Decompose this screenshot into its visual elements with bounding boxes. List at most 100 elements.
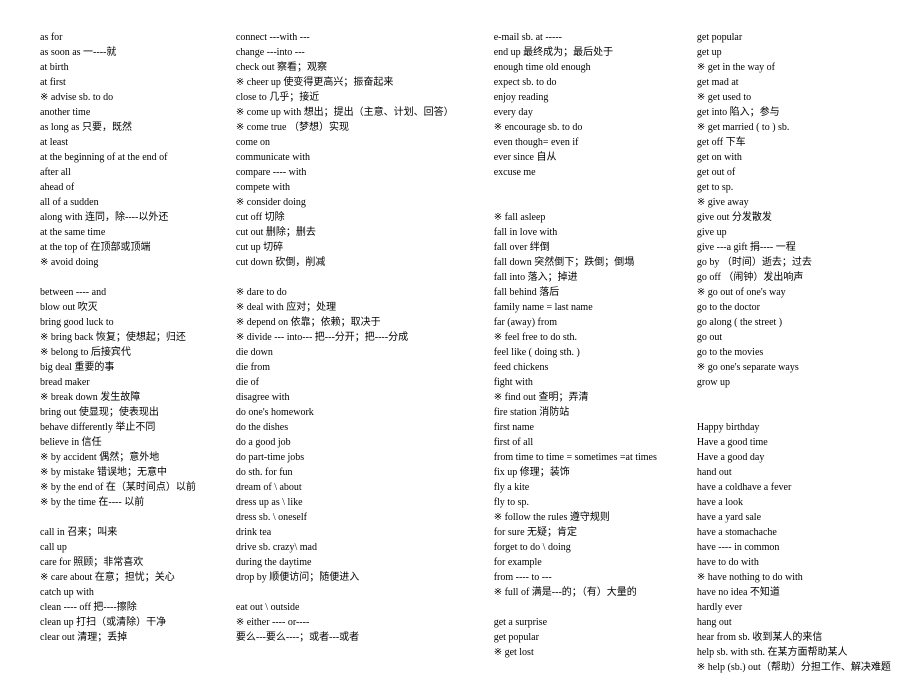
vocab-entry: bring good luck to: [40, 315, 196, 330]
vocab-entry: ※ get married ( to ) sb.: [697, 120, 891, 135]
vocab-entry: even though= even if: [494, 135, 657, 150]
vocab-entry: fall over 绊倒: [494, 240, 657, 255]
vocab-entry: feel like ( doing sth. ): [494, 345, 657, 360]
vocab-entry: enough time old enough: [494, 60, 657, 75]
vocab-entry: ※ avoid doing: [40, 255, 196, 270]
vocab-entry: at birth: [40, 60, 196, 75]
vocab-entry: clean up 打扫（或清除）干净: [40, 615, 196, 630]
vocab-entry: close to 几乎；接近: [236, 90, 454, 105]
vocab-entry: have to do with: [697, 555, 891, 570]
vocab-entry: another time: [40, 105, 196, 120]
vocab-entry: hand out: [697, 465, 891, 480]
vocab-entry: get popular: [494, 630, 657, 645]
vocab-entry: have a stomachache: [697, 525, 891, 540]
vocab-entry: ※ get in the way of: [697, 60, 891, 75]
vocab-entry: along with 连同，除----以外还: [40, 210, 196, 225]
vocab-entry: [494, 180, 657, 195]
vocab-entry: go along ( the street ): [697, 315, 891, 330]
vocab-entry: Have a good day: [697, 450, 891, 465]
vocab-entry: far (away) from: [494, 315, 657, 330]
vocab-entry: [697, 390, 891, 405]
vocab-entry: grow up: [697, 375, 891, 390]
vocab-entry: ※ follow the rules 遵守规则: [494, 510, 657, 525]
vocab-entry: [40, 510, 196, 525]
vocab-entry: compare ---- with: [236, 165, 454, 180]
vocab-entry: fly to sp.: [494, 495, 657, 510]
vocab-entry: get mad at: [697, 75, 891, 90]
vocab-entry: end up 最终成为；最后处于: [494, 45, 657, 60]
vocab-entry: fall in love with: [494, 225, 657, 240]
vocab-entry: ※ go out of one's way: [697, 285, 891, 300]
vocab-entry: get out of: [697, 165, 891, 180]
vocab-entry: get a surprise: [494, 615, 657, 630]
vocab-entry: cut out 删除；删去: [236, 225, 454, 240]
vocab-entry: behave differently 举止不同: [40, 420, 196, 435]
column-3: e-mail sb. at -----end up 最终成为；最后处于enoug…: [494, 30, 657, 675]
vocab-entry: die down: [236, 345, 454, 360]
vocab-entry: ※ cheer up 使变得更高兴；振奋起来: [236, 75, 454, 90]
vocab-entry: at the beginning of at the end of: [40, 150, 196, 165]
vocab-entry: have a yard sale: [697, 510, 891, 525]
vocab-entry: ※ have nothing to do with: [697, 570, 891, 585]
vocab-entry: Have a good time: [697, 435, 891, 450]
vocab-entry: get to sp.: [697, 180, 891, 195]
vocab-entry: cut off 切除: [236, 210, 454, 225]
vocab-entry: change ---into ---: [236, 45, 454, 60]
vocab-entry: excuse me: [494, 165, 657, 180]
vocab-entry: feed chickens: [494, 360, 657, 375]
vocab-entry: as long as 只要，既然: [40, 120, 196, 135]
vocab-entry: have a coldhave a fever: [697, 480, 891, 495]
vocab-entry: [494, 195, 657, 210]
vocab-entry: go out: [697, 330, 891, 345]
vocab-entry: ※ by the time 在---- 以前: [40, 495, 196, 510]
vocab-entry: forget to do \ doing: [494, 540, 657, 555]
vocab-entry: ※ depend on 依靠；依赖；取决于: [236, 315, 454, 330]
vocab-entry: disagree with: [236, 390, 454, 405]
vocab-entry: ※ either ---- or----: [236, 615, 454, 630]
vocab-entry: go to the doctor: [697, 300, 891, 315]
vocab-entry: at least: [40, 135, 196, 150]
vocab-entry: call up: [40, 540, 196, 555]
vocab-entry: do part-time jobs: [236, 450, 454, 465]
vocab-entry: catch up with: [40, 585, 196, 600]
vocab-entry: cut down 砍倒，削减: [236, 255, 454, 270]
vocab-entry: communicate with: [236, 150, 454, 165]
vocab-entry: go off （闹钟）发出响声: [697, 270, 891, 285]
vocab-entry: ※ by accident 偶然；意外地: [40, 450, 196, 465]
vocab-entry: give out 分发散发: [697, 210, 891, 225]
vocab-entry: [494, 600, 657, 615]
column-2: connect ---with ---change ---into ---che…: [236, 30, 454, 675]
vocab-entry: fix up 修理；装饰: [494, 465, 657, 480]
vocab-entry: hang out: [697, 615, 891, 630]
vocab-entry: ※ care about 在意；担忧；关心: [40, 570, 196, 585]
document-columns: as foras soon as 一----就at birthat first※…: [40, 30, 880, 675]
vocab-entry: bring out 使显现；使表现出: [40, 405, 196, 420]
vocab-entry: after all: [40, 165, 196, 180]
vocab-entry: ※ divide --- into--- 把---分开；把----分成: [236, 330, 454, 345]
vocab-entry: get off 下车: [697, 135, 891, 150]
vocab-entry: from ---- to ---: [494, 570, 657, 585]
vocab-entry: have a look: [697, 495, 891, 510]
vocab-entry: hardly ever: [697, 600, 891, 615]
vocab-entry: drink tea: [236, 525, 454, 540]
vocab-entry: ※ dare to do: [236, 285, 454, 300]
vocab-entry: compete with: [236, 180, 454, 195]
vocab-entry: ※ help (sb.) out（帮助）分担工作、解决难题: [697, 660, 891, 675]
vocab-entry: ※ find out 查明；弄清: [494, 390, 657, 405]
vocab-entry: die of: [236, 375, 454, 390]
column-1: as foras soon as 一----就at birthat first※…: [40, 30, 196, 675]
vocab-entry: ※ bring back 恢复；使想起；归还: [40, 330, 196, 345]
vocab-entry: as soon as 一----就: [40, 45, 196, 60]
vocab-entry: at first: [40, 75, 196, 90]
vocab-entry: ※ by the end of 在（某时间点）以前: [40, 480, 196, 495]
vocab-entry: ※ get lost: [494, 645, 657, 660]
vocab-entry: ※ consider doing: [236, 195, 454, 210]
vocab-entry: have no idea 不知道: [697, 585, 891, 600]
vocab-entry: connect ---with ---: [236, 30, 454, 45]
vocab-entry: every day: [494, 105, 657, 120]
vocab-entry: fall into 落入；掉进: [494, 270, 657, 285]
vocab-entry: fall down 突然倒下；跌倒；倒塌: [494, 255, 657, 270]
vocab-entry: fight with: [494, 375, 657, 390]
vocab-entry: ※ get used to: [697, 90, 891, 105]
vocab-entry: [236, 585, 454, 600]
